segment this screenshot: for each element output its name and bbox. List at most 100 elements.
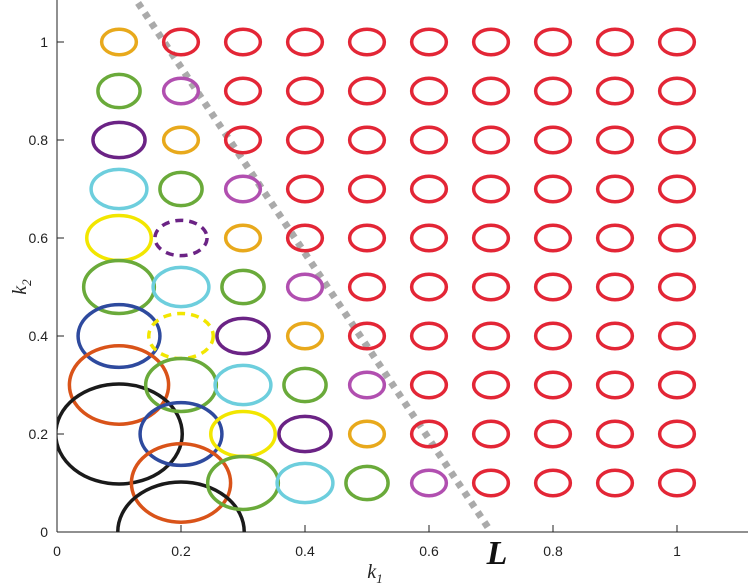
ellipse-marker: [285, 27, 325, 57]
y-axis-label: k2: [9, 279, 34, 295]
ellipse-marker: [161, 27, 201, 57]
ellipse-marker: [158, 170, 204, 208]
ellipse-marker: [153, 218, 209, 258]
ellipse-marker: [595, 468, 635, 498]
ellipse-marker: [471, 370, 511, 400]
ellipse-marker: [285, 125, 325, 155]
ellipse-marker: [347, 272, 387, 302]
y-tick-label: 0.8: [29, 132, 49, 148]
ellipse-marker: [471, 27, 511, 57]
ellipse-marker: [595, 27, 635, 57]
ellipse-marker: [285, 174, 325, 204]
ellipse-marker: [657, 27, 697, 57]
ellipse-marker: [347, 125, 387, 155]
ellipse-marker: [223, 223, 263, 253]
ellipse-marker: [275, 461, 335, 505]
ellipse-marker: [533, 125, 573, 155]
ellipse-marker: [657, 370, 697, 400]
ellipse-marker: [533, 370, 573, 400]
ellipse-marker: [533, 223, 573, 253]
ellipse-marker: [533, 468, 573, 498]
ellipse-marker: [205, 454, 281, 512]
ellipse-marker: [347, 27, 387, 57]
ellipse-marker: [347, 174, 387, 204]
ellipse-marker: [409, 272, 449, 302]
ellipse-marker: [161, 76, 201, 106]
ellipse-marker: [409, 370, 449, 400]
ellipse-marker: [471, 272, 511, 302]
ellipse-marker: [409, 419, 449, 449]
ellipse-marker: [471, 419, 511, 449]
ellipse-marker: [409, 76, 449, 106]
ellipse-marker: [285, 223, 325, 253]
ellipse-marker: [223, 76, 263, 106]
y-tick-label: 0.4: [29, 328, 49, 344]
x-tick-label: 0.2: [171, 543, 191, 559]
ellipse-marker: [595, 370, 635, 400]
y-tick-label: 1: [40, 34, 48, 50]
x-tick-label: 0: [53, 543, 61, 559]
ellipse-marker: [99, 27, 139, 57]
ellipse-marker: [161, 125, 201, 155]
ellipse-marker: [657, 76, 697, 106]
ellipse-marker: [595, 174, 635, 204]
ellipse-marker: [595, 223, 635, 253]
ellipse-marker: [215, 316, 271, 356]
ellipse-marker: [344, 464, 390, 502]
ellipse-marker: [347, 419, 387, 449]
ellipse-marker: [533, 76, 573, 106]
x-tick-label: 0.6: [419, 543, 439, 559]
ellipse-marker: [657, 125, 697, 155]
ellipse-marker: [595, 321, 635, 351]
x-tick-label: 0.8: [543, 543, 563, 559]
ellipse-marker: [533, 419, 573, 449]
ellipse-marker: [76, 302, 162, 370]
plot-area: [57, 0, 697, 532]
x-tick-label: 1: [673, 543, 681, 559]
ellipse-marker: [151, 265, 211, 309]
ellipse-marker: [533, 174, 573, 204]
ellipse-marker: [223, 125, 263, 155]
ellipse-marker: [347, 370, 387, 400]
x-axis-label: k1: [367, 561, 382, 585]
ellipse-marker: [657, 174, 697, 204]
ellipse-marker: [409, 321, 449, 351]
ellipse-marker: [285, 272, 325, 302]
x-ticks: 0 0.2 0.4 0.6 0.8 1: [53, 525, 681, 559]
ellipse-layer: [57, 27, 697, 532]
ellipse-marker: [347, 321, 387, 351]
x-tick-label: 0.4: [295, 543, 315, 559]
ellipse-marker: [409, 27, 449, 57]
ellipse-marker: [347, 76, 387, 106]
ellipse-marker: [471, 223, 511, 253]
ellipse-marker: [533, 27, 573, 57]
y-tick-label: 0.6: [29, 230, 49, 246]
ellipse-marker: [282, 366, 328, 404]
ellipse-marker: [85, 213, 153, 263]
ellipse-marker: [129, 442, 233, 524]
ellipse-marker: [409, 174, 449, 204]
ellipse-marker: [96, 72, 142, 110]
ellipse-marker: [409, 223, 449, 253]
ellipse-marker: [657, 223, 697, 253]
ellipse-marker: [213, 363, 273, 407]
ellipse-marker: [657, 419, 697, 449]
ellipse-marker: [409, 125, 449, 155]
y-tick-label: 0: [40, 524, 48, 540]
ellipse-marker: [471, 468, 511, 498]
ellipse-marker: [471, 321, 511, 351]
ellipse-marker: [657, 468, 697, 498]
ellipse-marker: [220, 268, 266, 306]
ellipse-marker: [533, 321, 573, 351]
ellipse-marker: [223, 27, 263, 57]
y-tick-label: 0.2: [29, 426, 49, 442]
ellipse-marker: [89, 167, 149, 211]
boundary-line-label: L: [486, 535, 508, 572]
axes: 0 0.2 0.4 0.6 0.8 1 0 0.2 0.4 0.6 0.8 1: [29, 0, 748, 559]
ellipse-marker: [91, 120, 147, 160]
ellipse-marker: [595, 125, 635, 155]
ellipse-marker: [285, 321, 325, 351]
ellipse-marker: [471, 76, 511, 106]
ellipse-marker: [595, 76, 635, 106]
